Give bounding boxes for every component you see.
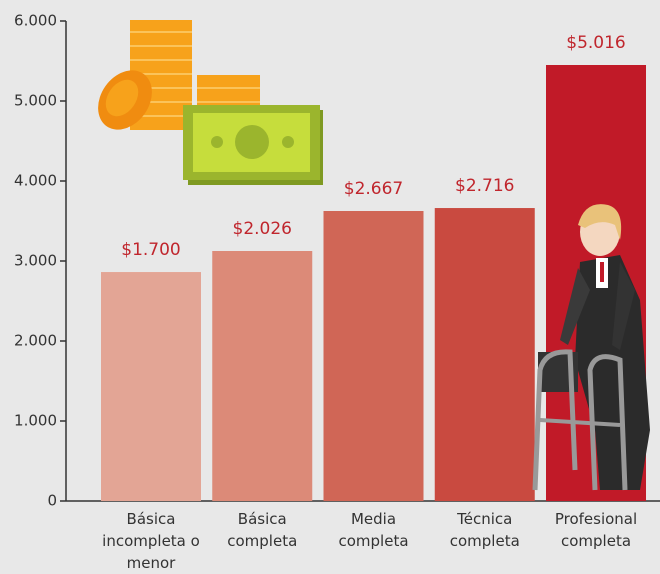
annotation: $1.700 — [121, 240, 180, 260]
y-tick-label: 0 — [47, 492, 57, 510]
annotation: $2.667 — [344, 179, 403, 199]
bar — [434, 208, 535, 502]
x-tick-label: Profesional completa — [554, 510, 638, 550]
decoration-shape — [575, 255, 650, 490]
decoration-shape — [612, 262, 635, 350]
y-tick-label: 4.000 — [14, 172, 57, 190]
decoration — [532, 204, 650, 491]
annotation: $2.026 — [233, 219, 292, 239]
x-tick-label: Básica completa — [227, 510, 298, 550]
decoration — [98, 20, 323, 185]
y-tick-label: 5.000 — [14, 92, 57, 110]
bar — [212, 251, 313, 501]
y-tick-label: 6.000 — [14, 12, 57, 30]
x-tick-label: Técnica completa — [449, 510, 520, 550]
decoration-shape — [539, 418, 621, 427]
decoration-shape — [532, 349, 628, 491]
bar — [101, 272, 201, 501]
y-tick-label: 1.000 — [14, 412, 57, 430]
decoration-shape — [578, 204, 622, 240]
x-tick-label: Media completa — [338, 510, 409, 550]
annotation: $2.716 — [455, 176, 514, 196]
x-tick-label: Básica incompleta o menor — [102, 510, 200, 572]
bar — [323, 211, 424, 501]
y-tick-label: 2.000 — [14, 332, 57, 350]
y-tick-label: 3.000 — [14, 252, 57, 270]
decoration-shape — [600, 262, 604, 282]
annotation: $5.016 — [566, 33, 625, 53]
decoration-shape — [560, 268, 590, 345]
